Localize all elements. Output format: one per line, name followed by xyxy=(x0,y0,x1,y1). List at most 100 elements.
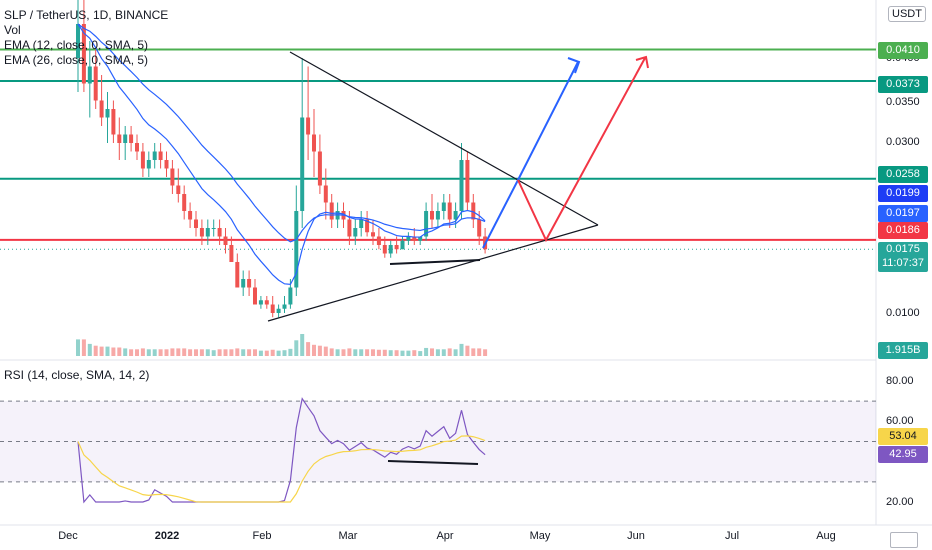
divergence-line-rsi xyxy=(387,460,479,465)
volume-bar xyxy=(123,348,128,356)
price-tick: 0.0300 xyxy=(886,136,920,148)
candle-body xyxy=(235,262,240,288)
volume-bar xyxy=(87,343,92,356)
candle-body xyxy=(99,100,104,118)
candle-body xyxy=(382,245,387,254)
volume-bar xyxy=(229,349,234,356)
volume-bar xyxy=(258,350,263,356)
time-tick: Jul xyxy=(724,530,740,542)
price-tick: 0.0100 xyxy=(886,307,920,319)
blue-projection-arrow xyxy=(482,61,579,249)
volume-bar xyxy=(382,349,387,356)
volume-bar xyxy=(182,348,187,356)
candle-body xyxy=(223,236,228,245)
volume-bar xyxy=(477,348,482,356)
time-tick: Feb xyxy=(252,530,272,542)
blue-arrow-head xyxy=(567,57,581,74)
volume-bar xyxy=(164,349,169,356)
ema-fast-tag: 0.0199 xyxy=(878,185,928,202)
ema-slow-tag: 0.0197 xyxy=(878,205,928,222)
bar-countdown: 11:07:37 xyxy=(881,257,924,269)
volume-bar xyxy=(371,349,375,356)
volume-bar xyxy=(317,345,322,356)
candle-body xyxy=(453,211,458,220)
candle-body xyxy=(129,134,134,143)
candle-body xyxy=(76,24,80,58)
candle-body xyxy=(371,232,375,237)
candle-body xyxy=(105,109,110,118)
volume-label[interactable]: Vol xyxy=(4,23,21,37)
candle-body xyxy=(81,24,86,84)
candle-body xyxy=(394,245,399,250)
volume-bar xyxy=(347,348,352,356)
volume-bar xyxy=(205,349,210,356)
candle-body xyxy=(306,117,311,135)
candle-body xyxy=(276,308,281,313)
volume-bar xyxy=(211,350,216,356)
rsi-legend[interactable]: RSI (14, close, SMA, 14, 2) xyxy=(4,368,150,382)
volume-bar xyxy=(430,348,434,356)
symbol-title[interactable]: SLP / TetherUS, 1D, BINANCE xyxy=(4,8,169,22)
volume-bar xyxy=(359,349,364,356)
volume-bar xyxy=(264,350,269,356)
volume-bar xyxy=(329,348,334,356)
currency-button[interactable]: USDT xyxy=(888,6,926,22)
candle-body xyxy=(188,211,193,220)
last-price-tag: 0.0175 11:07:37 xyxy=(878,242,928,272)
volume-bar xyxy=(176,348,181,356)
level-tag-0410: 0.0410 xyxy=(878,42,928,59)
candle-body xyxy=(430,211,434,220)
volume-bar xyxy=(447,348,452,356)
volume-bar xyxy=(341,349,346,356)
volume-bar xyxy=(435,349,440,356)
candle-body xyxy=(170,168,175,186)
volume-bar xyxy=(459,343,464,356)
volume-bar xyxy=(253,349,257,356)
candle-body xyxy=(365,219,370,233)
time-tick: May xyxy=(529,530,551,542)
settings-corner[interactable] xyxy=(890,532,918,548)
candle-body xyxy=(164,160,169,169)
volume-bar xyxy=(194,349,198,356)
candle-body xyxy=(312,134,316,152)
volume-bar xyxy=(135,349,139,356)
volume-bar xyxy=(235,348,240,356)
candle-body xyxy=(465,160,470,203)
ema-line xyxy=(77,23,486,286)
candle-body xyxy=(412,236,417,241)
candle-body xyxy=(270,304,275,313)
volume-bar xyxy=(471,348,476,356)
rsi-value-tag: 42.95 xyxy=(878,446,928,463)
volume-bar xyxy=(105,346,110,356)
candle-body xyxy=(353,228,358,237)
red-projection-arrow xyxy=(517,57,646,243)
ema26-label[interactable]: EMA (26, close, 0, SMA, 5) xyxy=(4,53,149,67)
rsi-line xyxy=(77,397,486,504)
volume-bar xyxy=(247,349,252,356)
red-arrow-head xyxy=(635,55,649,69)
candle-body xyxy=(123,134,128,143)
time-tick: Aug xyxy=(816,530,836,542)
volume-bar xyxy=(199,349,204,356)
candle-body xyxy=(194,219,198,228)
volume-bar xyxy=(76,339,80,356)
volume-bar xyxy=(424,347,429,356)
candle-body xyxy=(329,202,334,220)
candle-body xyxy=(376,236,381,245)
divergence-line-price xyxy=(389,259,481,265)
price-tick: 0.0350 xyxy=(886,96,920,108)
volume-bar xyxy=(441,349,446,356)
rsi-tick: 80.00 xyxy=(886,375,914,387)
ema12-label[interactable]: EMA (12, close, 0, SMA, 5) xyxy=(4,38,149,52)
triangle-upper-line xyxy=(289,51,599,226)
candle-body xyxy=(241,279,246,288)
volume-bar xyxy=(170,348,175,356)
volume-bar xyxy=(217,349,222,356)
volume-bar xyxy=(312,344,316,356)
candle-body xyxy=(264,300,269,305)
candle-body xyxy=(406,236,411,241)
volume-bar xyxy=(323,346,328,356)
candle-body xyxy=(111,109,116,135)
volume-bar xyxy=(81,339,86,356)
